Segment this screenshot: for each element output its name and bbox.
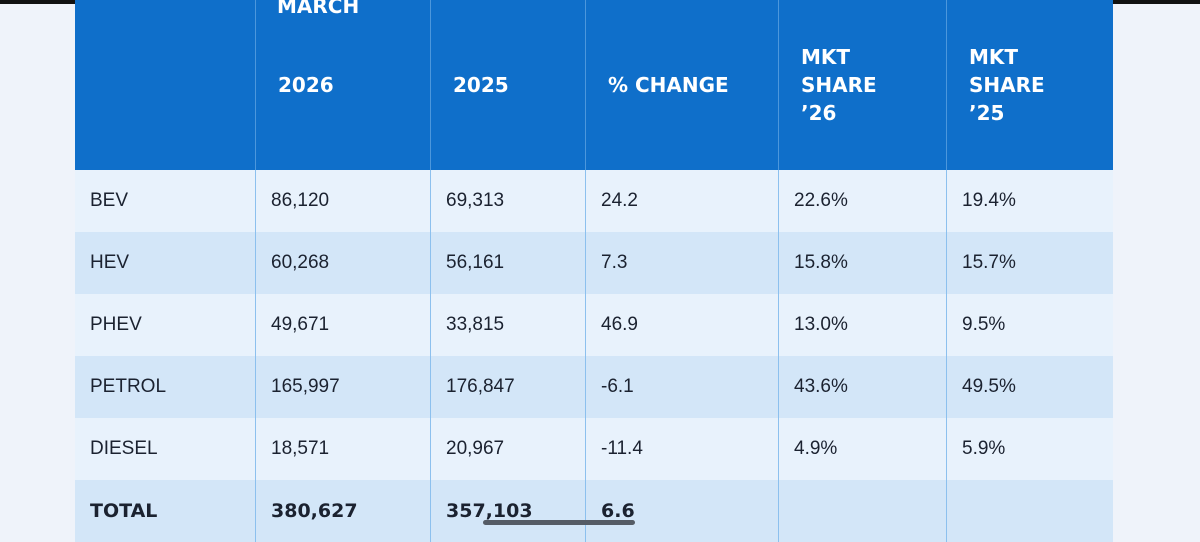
cell: 6.6	[585, 480, 778, 542]
row-label: PETROL	[90, 376, 167, 397]
home-indicator	[483, 520, 635, 525]
column-header: MKT SHARE ’26	[778, 0, 946, 170]
header-line: SHARE	[801, 73, 877, 97]
cell: 380,627	[255, 480, 430, 542]
table-row: HEV 60,268 56,161 7.3 15.8% 15.7%	[75, 232, 1113, 294]
header-line: ’26	[801, 101, 837, 125]
cell: 18,571	[255, 418, 430, 480]
table-row: TOTAL 380,627 357,103 6.6	[75, 480, 1113, 542]
cell: 49,671	[255, 294, 430, 356]
row-label: HEV	[90, 252, 130, 273]
cell: 15.7%	[946, 232, 1113, 294]
cell: 4.9%	[778, 418, 946, 480]
row-label: BEV	[90, 190, 129, 211]
table-row: BEV 86,120 69,313 24.2 22.6% 19.4%	[75, 170, 1113, 232]
cell: 33,815	[430, 294, 585, 356]
header-line: SHARE	[969, 73, 1045, 97]
cell: 357,103	[430, 480, 585, 542]
cell: 5.9%	[946, 418, 1113, 480]
header-line: MKT	[801, 45, 851, 69]
cell: 69,313	[430, 170, 585, 232]
cell	[778, 480, 946, 542]
cell: 49.5%	[946, 356, 1113, 418]
cell: -6.1	[585, 356, 778, 418]
cell: 9.5%	[946, 294, 1113, 356]
table-row: PHEV 49,671 33,815 46.9 13.0% 9.5%	[75, 294, 1113, 356]
group-label: MARCH	[277, 0, 360, 18]
header-line: ’25	[969, 101, 1005, 125]
cell: 176,847	[430, 356, 585, 418]
cell: 165,997	[255, 356, 430, 418]
cell: 20,967	[430, 418, 585, 480]
cell: 22.6%	[778, 170, 946, 232]
cell: 43.6%	[778, 356, 946, 418]
cell	[946, 480, 1113, 542]
column-header: 2026	[255, 0, 430, 170]
table-row: DIESEL 18,571 20,967 -11.4 4.9% 5.9%	[75, 418, 1113, 480]
column-header: MKT SHARE ’25	[946, 0, 1113, 170]
cell: 46.9	[585, 294, 778, 356]
cell: 13.0%	[778, 294, 946, 356]
row-label: TOTAL	[90, 500, 158, 522]
cell: 7.3	[585, 232, 778, 294]
header-line: % CHANGE	[608, 73, 729, 97]
cell: 86,120	[255, 170, 430, 232]
header-line: 2025	[453, 73, 509, 97]
row-label: DIESEL	[90, 438, 158, 459]
cell: 15.8%	[778, 232, 946, 294]
header-line: 2026	[278, 73, 334, 97]
cell: 24.2	[585, 170, 778, 232]
cell: 60,268	[255, 232, 430, 294]
cell: 56,161	[430, 232, 585, 294]
sales-table: MARCH 2026 2025 % CHANGE MKT SHARE ’26 MKT SHAR…	[75, 0, 1113, 542]
header-line: MKT	[969, 45, 1019, 69]
table-header: MARCH 2026 2025 % CHANGE MKT SHARE ’26 MKT SHAR…	[75, 0, 1113, 170]
cell: -11.4	[585, 418, 778, 480]
table-row: PETROL 165,997 176,847 -6.1 43.6% 49.5%	[75, 356, 1113, 418]
column-header: % CHANGE	[585, 0, 778, 170]
column-header: 2025	[430, 0, 585, 170]
row-label: PHEV	[90, 314, 142, 335]
cell: 19.4%	[946, 170, 1113, 232]
